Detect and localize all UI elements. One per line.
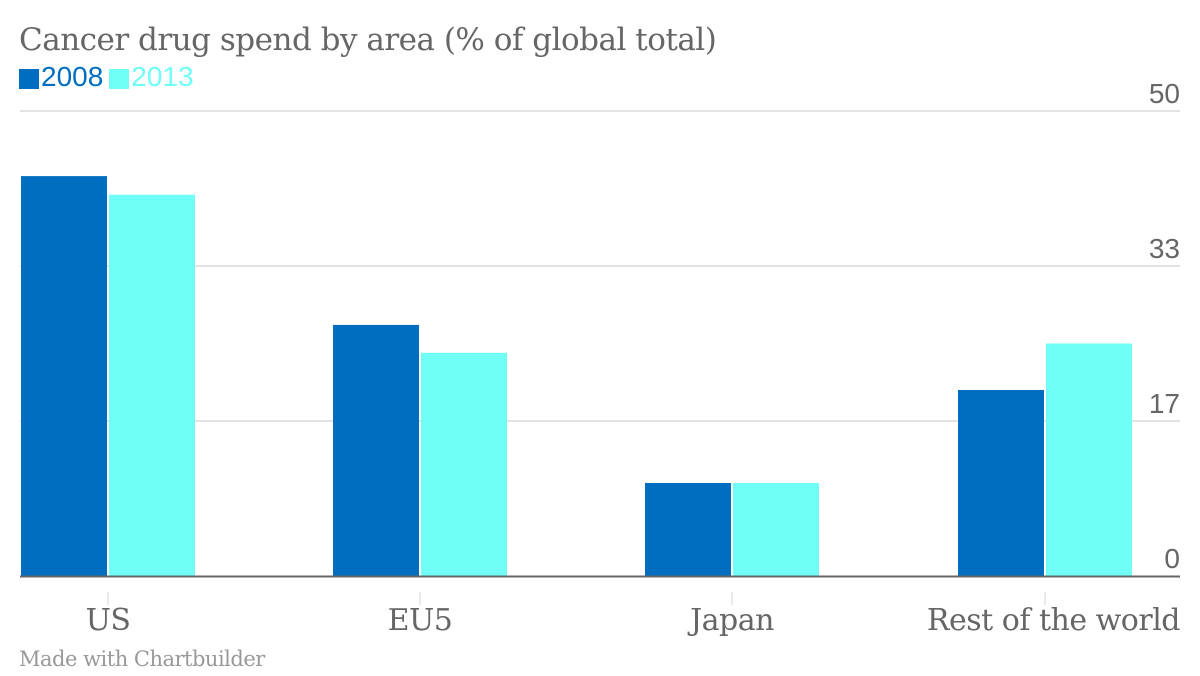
legend-label-2013: 2013 (131, 61, 194, 92)
y-tick-label: 33 (1149, 233, 1180, 264)
x-tick-label: Rest of the world (927, 603, 1180, 638)
legend: 2008 2013 (19, 62, 200, 92)
legend-item-2013: 2013 (109, 61, 194, 92)
chart-title: Cancer drug spend by area (% of global t… (19, 22, 717, 58)
bar-2008-eu5 (333, 324, 419, 576)
x-tick-label: Japan (687, 603, 774, 638)
bar-2008-rest-of-the-world (958, 390, 1044, 576)
bar-2013-eu5 (421, 352, 507, 576)
bar-2013-japan (733, 483, 819, 576)
legend-item-2008: 2008 (19, 62, 103, 92)
footer-credit: Made with Chartbuilder (19, 647, 265, 671)
bar-2013-us (109, 194, 195, 576)
bar-2008-us (21, 176, 107, 576)
bar-2013-rest-of-the-world (1046, 343, 1132, 576)
legend-label-2008: 2008 (41, 61, 104, 92)
y-tick-label: 17 (1149, 388, 1180, 419)
x-tick-label: EU5 (388, 603, 453, 638)
legend-swatch-2013 (109, 69, 130, 89)
y-tick-label: 0 (1164, 543, 1180, 574)
x-tick-label: US (86, 603, 131, 638)
legend-swatch-2008 (19, 69, 39, 89)
y-tick-label: 50 (1149, 78, 1180, 109)
bar-2008-japan (645, 483, 731, 576)
